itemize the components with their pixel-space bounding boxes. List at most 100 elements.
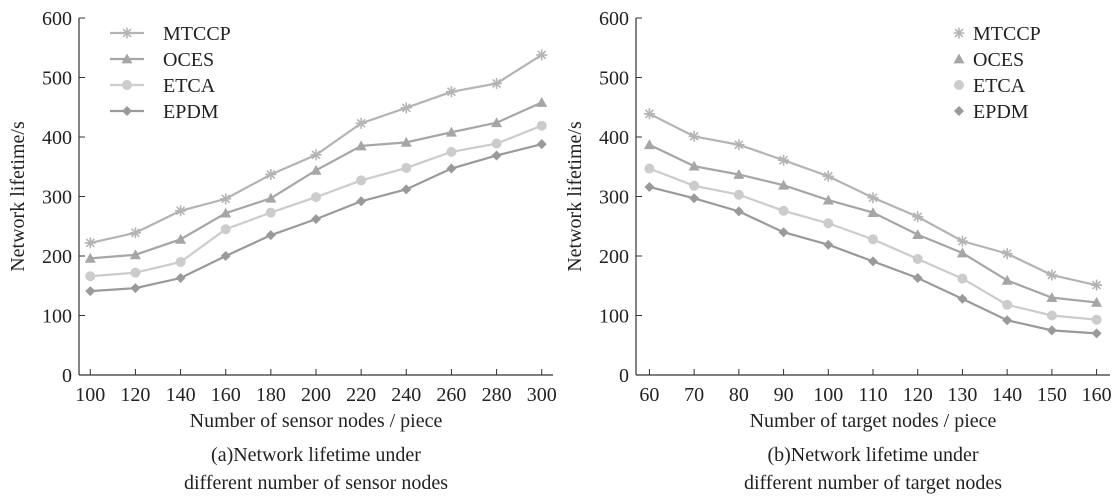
data-point-mtccp [491, 77, 503, 89]
data-point-epdm [778, 227, 789, 238]
data-point-epdm [823, 239, 834, 250]
data-point-oces [536, 96, 548, 107]
data-point-etca [644, 163, 655, 174]
legend-label: MTCCP [163, 23, 231, 45]
data-point-etca [311, 192, 321, 203]
data-point-oces [867, 207, 879, 217]
legend-marker [122, 80, 132, 90]
data-point-mtccp [643, 108, 655, 120]
data-point-etca [1091, 314, 1102, 325]
x-tick-label: 120 [120, 384, 150, 406]
data-point-oces [129, 249, 141, 260]
data-point-oces [355, 140, 367, 151]
data-point-oces [445, 126, 457, 137]
data-point-epdm [536, 139, 547, 150]
series-line-oces [90, 101, 543, 260]
data-point-epdm [130, 283, 141, 294]
data-point-etca [1002, 299, 1013, 310]
legend-marker [121, 27, 133, 39]
legend-label: OCES [973, 49, 1024, 71]
data-point-epdm [401, 184, 412, 195]
data-point-oces [912, 229, 924, 239]
data-point-mtccp [220, 193, 232, 205]
data-point-epdm [912, 273, 923, 284]
y-tick-label: 200 [42, 246, 72, 268]
legend-marker [121, 53, 133, 64]
legend-label: ETCA [973, 75, 1026, 97]
data-point-etca [957, 273, 968, 284]
y-axis-label: Network lifetime/s [564, 121, 586, 272]
data-point-mtccp [84, 237, 96, 249]
y-tick-label: 600 [599, 8, 629, 30]
data-point-mtccp [355, 117, 367, 129]
data-point-mtccp [265, 168, 277, 180]
series-mtccp [643, 108, 1103, 291]
legend-marker [954, 80, 964, 90]
series-oces [643, 139, 1103, 307]
x-tick-label: 220 [346, 384, 376, 406]
data-point-mtccp [867, 192, 879, 204]
x-tick-label: 140 [166, 384, 196, 406]
x-axis-label: Number of sensor nodes / piece [190, 410, 443, 432]
x-tick-label: 150 [1037, 384, 1067, 406]
x-tick-label: 90 [774, 384, 794, 406]
y-tick-label: 100 [599, 306, 629, 328]
data-point-oces [175, 233, 187, 244]
data-point-mtccp [400, 102, 412, 114]
x-tick-label: 110 [858, 384, 887, 406]
series-epdm [85, 139, 547, 297]
x-tick-label: 300 [527, 384, 557, 406]
caption-line-2: different number of target nodes [744, 472, 1002, 494]
x-tick-label: 140 [992, 384, 1022, 406]
y-tick-label: 500 [599, 68, 629, 90]
data-point-mtccp [310, 149, 322, 161]
y-tick-label: 0 [62, 365, 72, 387]
data-point-etca [689, 180, 700, 191]
data-point-epdm [311, 214, 321, 225]
data-point-oces [688, 160, 700, 171]
caption-line-1: (b)Network lifetime under [767, 444, 978, 466]
y-axis-label: Network lifetime/s [7, 121, 29, 272]
y-tick-label: 200 [599, 246, 629, 268]
data-point-epdm [689, 193, 700, 204]
series-mtccp [84, 49, 548, 249]
data-point-mtccp [1091, 279, 1103, 291]
x-tick-label: 260 [436, 384, 466, 406]
data-point-etca [356, 175, 367, 186]
x-tick-label: 130 [947, 384, 977, 406]
data-point-etca [175, 256, 186, 267]
y-tick-label: 400 [599, 127, 629, 149]
data-point-mtccp [129, 227, 141, 239]
data-point-oces [822, 194, 834, 205]
data-point-oces [84, 252, 96, 263]
data-point-etca [491, 138, 502, 149]
legend-marker [953, 53, 965, 64]
data-point-epdm [733, 206, 744, 217]
data-point-etca [265, 207, 276, 218]
data-point-oces [643, 139, 655, 150]
y-tick-label: 400 [42, 127, 72, 149]
data-point-epdm [175, 273, 186, 284]
data-point-etca [85, 271, 96, 282]
legend-label: OCES [163, 49, 214, 71]
data-point-epdm [491, 150, 502, 161]
caption-line-1: (a)Network lifetime under [211, 444, 421, 466]
series-epdm [644, 181, 1102, 339]
data-point-oces [310, 164, 322, 175]
data-point-epdm [85, 286, 96, 297]
data-point-mtccp [536, 49, 548, 61]
x-tick-label: 160 [1082, 384, 1112, 406]
data-point-epdm [446, 163, 457, 174]
data-point-oces [733, 168, 745, 179]
x-tick-label: 70 [684, 384, 704, 406]
legend-label: EPDM [163, 101, 219, 123]
data-point-epdm [1091, 328, 1102, 339]
data-point-etca [220, 224, 231, 235]
y-tick-label: 600 [42, 8, 72, 30]
data-point-epdm [220, 251, 231, 261]
data-point-oces [220, 207, 232, 218]
y-tick-label: 500 [42, 68, 72, 90]
series-line-oces [648, 143, 1097, 304]
x-axis-label: Number of target nodes / piece [750, 410, 997, 432]
